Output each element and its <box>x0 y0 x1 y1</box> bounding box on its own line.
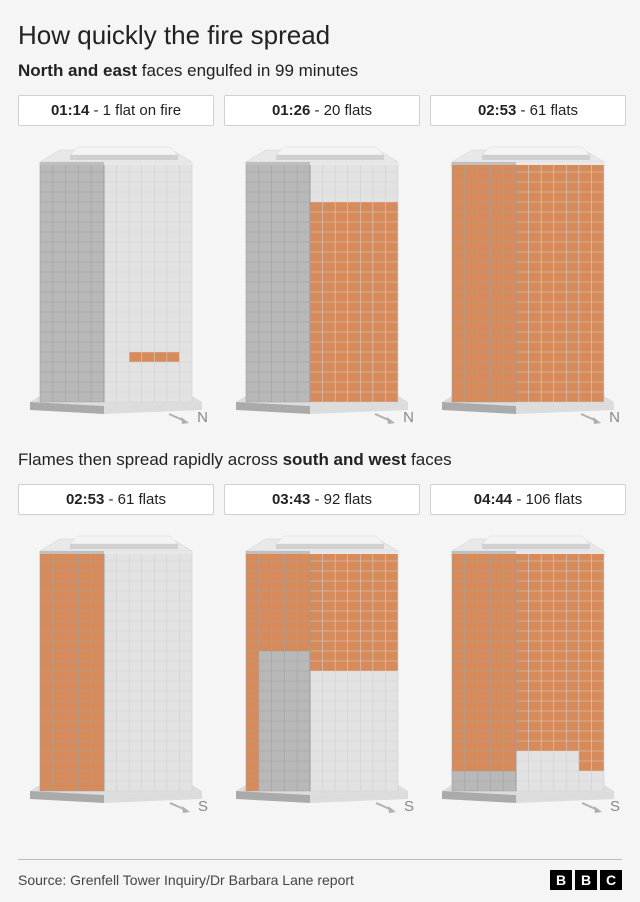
panel-label: 02:53 - 61 flats <box>430 95 626 126</box>
compass-indicator: S <box>580 798 620 815</box>
building-diagram: N <box>224 138 420 428</box>
building-diagram: S <box>224 527 420 817</box>
building-diagram: N <box>430 138 626 428</box>
building-panel: 02:53 - 61 flats N <box>430 95 626 428</box>
panel-label: 04:44 - 106 flats <box>430 484 626 515</box>
compass-indicator: N <box>167 409 208 426</box>
building-diagram: N <box>18 138 214 428</box>
bbc-logo: BBC <box>550 870 622 890</box>
panel-label: 02:53 - 61 flats <box>18 484 214 515</box>
panel-label: 03:43 - 92 flats <box>224 484 420 515</box>
building-diagram: S <box>430 527 626 817</box>
building-panel: 03:43 - 92 flats S <box>224 484 420 817</box>
main-title: How quickly the fire spread <box>18 20 622 51</box>
building-panel: 02:53 - 61 flats S <box>18 484 214 817</box>
panel-label: 01:26 - 20 flats <box>224 95 420 126</box>
compass-indicator: S <box>374 798 414 815</box>
compass-indicator: S <box>168 798 208 815</box>
source-text: Source: Grenfell Tower Inquiry/Dr Barbar… <box>18 872 354 888</box>
building-diagram: S <box>18 527 214 817</box>
building-panel: 04:44 - 106 flats S <box>430 484 626 817</box>
footer: Source: Grenfell Tower Inquiry/Dr Barbar… <box>18 859 622 890</box>
subtitle-row1: North and east faces engulfed in 99 minu… <box>18 61 622 81</box>
building-panel: 01:14 - 1 flat on fire N <box>18 95 214 428</box>
panel-row-1: 01:14 - 1 flat on fire N 01:26 - 20 flat… <box>18 95 622 428</box>
panel-row-2: 02:53 - 61 flats S 03:43 - 92 flats S <box>18 484 622 817</box>
panel-label: 01:14 - 1 flat on fire <box>18 95 214 126</box>
subtitle-row2: Flames then spread rapidly across south … <box>18 450 622 470</box>
building-panel: 01:26 - 20 flats N <box>224 95 420 428</box>
compass-indicator: N <box>579 409 620 426</box>
compass-indicator: N <box>373 409 414 426</box>
